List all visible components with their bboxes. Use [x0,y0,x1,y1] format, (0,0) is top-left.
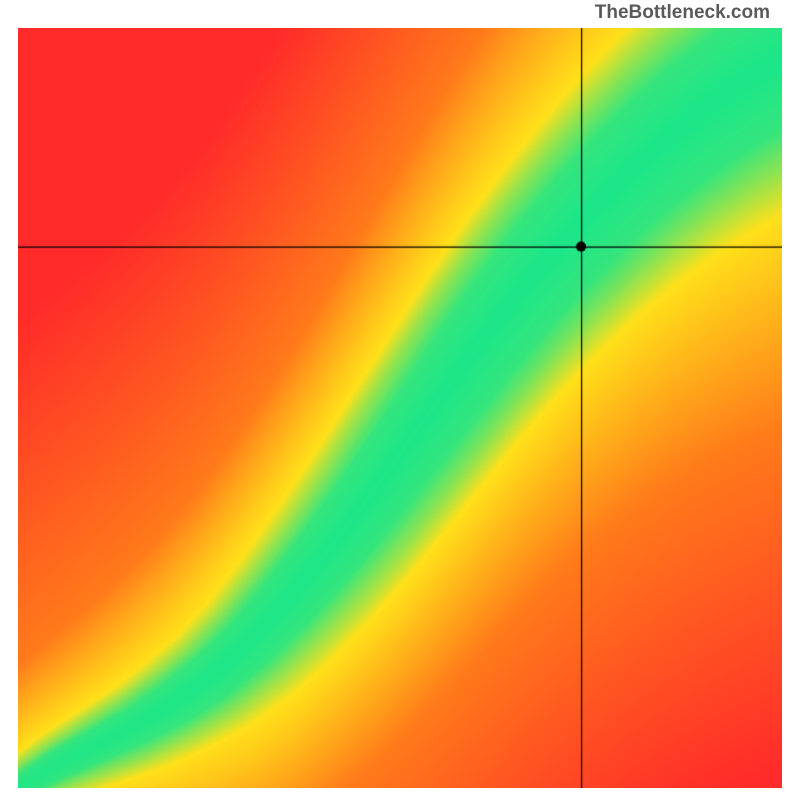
bottleneck-heatmap [18,28,782,788]
watermark-text: TheBottleneck.com [595,2,770,24]
heatmap-canvas [18,28,782,788]
